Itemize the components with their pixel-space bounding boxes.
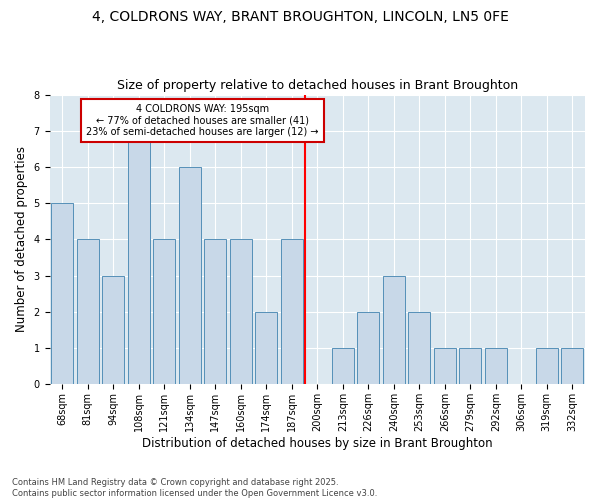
Text: Contains HM Land Registry data © Crown copyright and database right 2025.
Contai: Contains HM Land Registry data © Crown c…: [12, 478, 377, 498]
Text: 4, COLDRONS WAY, BRANT BROUGHTON, LINCOLN, LN5 0FE: 4, COLDRONS WAY, BRANT BROUGHTON, LINCOL…: [92, 10, 508, 24]
Bar: [154, 240, 175, 384]
Bar: [256, 312, 277, 384]
Bar: [230, 240, 251, 384]
Bar: [77, 240, 98, 384]
Bar: [460, 348, 481, 385]
Bar: [562, 348, 583, 385]
Text: 4 COLDRONS WAY: 195sqm
← 77% of detached houses are smaller (41)
23% of semi-det: 4 COLDRONS WAY: 195sqm ← 77% of detached…: [86, 104, 319, 137]
X-axis label: Distribution of detached houses by size in Brant Broughton: Distribution of detached houses by size …: [142, 437, 493, 450]
Bar: [103, 276, 124, 384]
Bar: [485, 348, 506, 385]
Bar: [281, 240, 302, 384]
Bar: [536, 348, 557, 385]
Title: Size of property relative to detached houses in Brant Broughton: Size of property relative to detached ho…: [117, 79, 518, 92]
Bar: [434, 348, 455, 385]
Bar: [358, 312, 379, 384]
Bar: [179, 167, 200, 384]
Bar: [409, 312, 430, 384]
Bar: [205, 240, 226, 384]
Bar: [332, 348, 353, 385]
Y-axis label: Number of detached properties: Number of detached properties: [15, 146, 28, 332]
Bar: [383, 276, 404, 384]
Bar: [128, 131, 149, 384]
Bar: [52, 204, 73, 384]
